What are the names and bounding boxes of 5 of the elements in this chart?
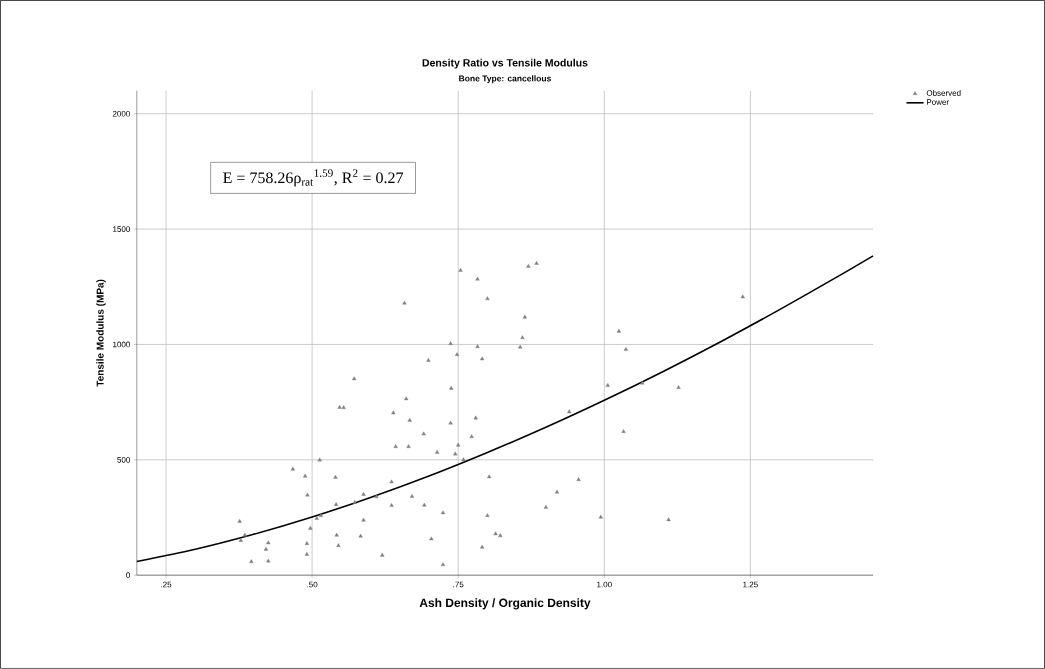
annotation: E = 758.26ρ$_{rat}$$^{1.59}$, R$^{2}$ = 0.27	[223, 169, 404, 187]
chart-title: Density Ratio vs Tensile Modulus	[422, 58, 588, 69]
y-axis-title: Tensile Modulus (MPa)	[96, 279, 106, 387]
chart-subtitle: Bone Type: cancellous	[459, 75, 551, 84]
x-axis-title: Ash Density / Organic Density	[419, 598, 591, 610]
